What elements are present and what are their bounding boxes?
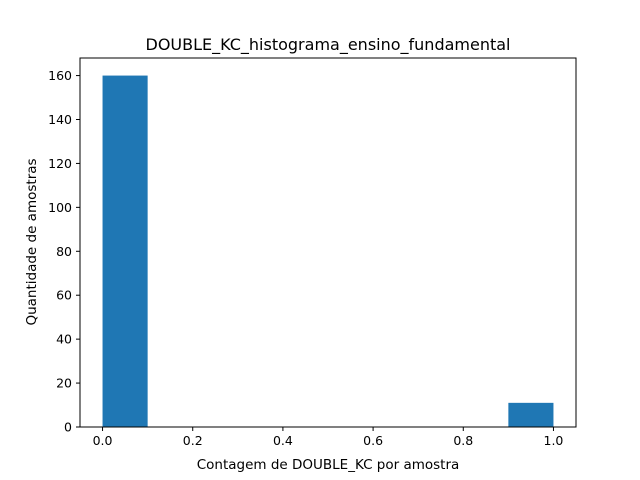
chart-title: DOUBLE_KC_histograma_ensino_fundamental (146, 35, 511, 55)
y-axis-ticks: 0 20 40 60 80 100 120 140 160 (48, 68, 80, 435)
y-tick-label: 100 (48, 200, 72, 215)
x-tick-label: 0.2 (183, 433, 203, 448)
y-tick-label: 0 (64, 420, 72, 435)
y-tick-label: 60 (56, 288, 72, 303)
x-tick-label: 0.6 (363, 433, 383, 448)
y-axis-label: Quantidade de amostras (24, 158, 40, 325)
y-tick-label: 20 (56, 376, 72, 391)
x-tick-label: 0.4 (273, 433, 293, 448)
y-tick-label: 160 (48, 68, 72, 83)
y-tick-label: 140 (48, 112, 72, 127)
plot-frame (79, 57, 577, 428)
bars-group (102, 75, 554, 428)
x-tick-label: 1.0 (544, 433, 564, 448)
histogram-bar-9 (508, 402, 554, 427)
y-tick-label: 40 (56, 332, 72, 347)
y-tick-label: 80 (56, 244, 72, 259)
x-tick-label: 0.0 (93, 433, 113, 448)
x-tick-label: 0.8 (453, 433, 473, 448)
histogram-bar-0 (102, 75, 148, 428)
x-axis-label: Contagem de DOUBLE_KC por amostra (197, 457, 460, 473)
x-axis-ticks: 0.0 0.2 0.4 0.6 0.8 1.0 (93, 427, 564, 448)
y-tick-label: 120 (48, 156, 72, 171)
